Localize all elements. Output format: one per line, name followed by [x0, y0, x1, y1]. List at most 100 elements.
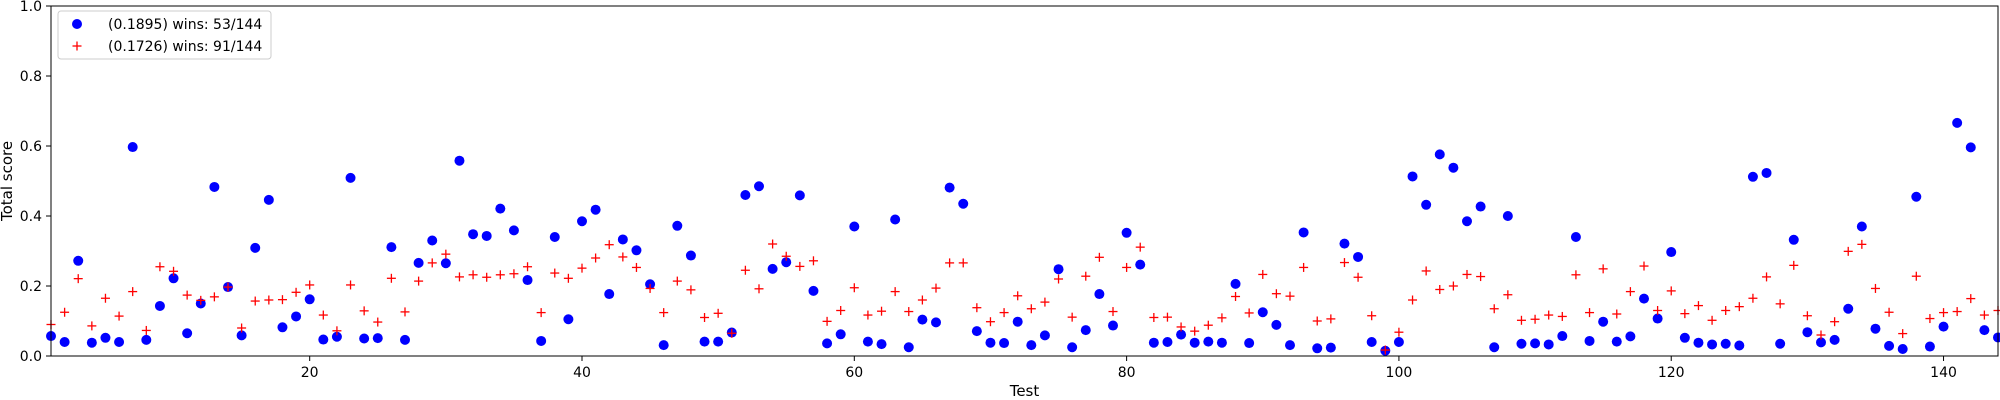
data-point-series-2 [291, 287, 301, 297]
data-point-series-1 [1530, 338, 1541, 349]
data-point-series-1 [536, 335, 547, 346]
x-tick-label: 100 [1386, 365, 1413, 381]
data-point-series-2 [672, 276, 682, 286]
data-point-series-2 [1408, 295, 1418, 305]
data-point-series-1 [944, 182, 955, 193]
data-point-series-1 [1639, 293, 1649, 304]
data-point-series-1 [508, 225, 519, 236]
data-point-series-1 [1897, 344, 1908, 354]
data-point-series-2 [509, 269, 519, 279]
data-point-series-1 [182, 328, 193, 339]
data-point-series-2 [1516, 315, 1526, 325]
data-point-series-2 [1435, 285, 1445, 294]
data-point-series-2 [1503, 290, 1513, 300]
data-point-series-2 [713, 308, 723, 318]
data-point-series-1 [413, 257, 424, 268]
data-point-series-2 [1108, 307, 1118, 317]
data-point-series-2 [1271, 289, 1281, 299]
data-point-series-1 [1924, 341, 1935, 352]
data-point-series-1 [1870, 323, 1881, 334]
data-point-series-2 [1925, 314, 1935, 324]
data-point-series-2 [209, 292, 219, 302]
data-point-series-2 [1258, 269, 1268, 279]
data-point-series-1 [1475, 201, 1486, 212]
data-point-series-2 [972, 303, 982, 313]
data-point-series-2 [659, 308, 669, 318]
data-point-series-1 [522, 275, 533, 286]
data-point-series-1 [1679, 332, 1690, 343]
series-1-markers [46, 117, 2000, 356]
data-point-series-1 [1747, 171, 1758, 182]
data-point-series-2 [114, 311, 124, 321]
data-point-series-2 [1448, 281, 1458, 291]
data-point-series-2 [808, 256, 818, 266]
data-point-series-1 [903, 342, 914, 353]
data-point-series-2 [1462, 269, 1472, 279]
data-point-series-2 [686, 285, 696, 295]
data-point-series-2 [985, 317, 995, 327]
data-point-series-1 [1570, 232, 1581, 242]
data-point-series-1 [1775, 338, 1786, 349]
y-tick-label: 0.8 [20, 69, 42, 85]
data-point-series-1 [1257, 307, 1268, 318]
data-point-series-1 [250, 242, 261, 253]
y-tick-label: 0.2 [20, 279, 42, 295]
plot-frame [50, 5, 1999, 357]
data-point-series-1 [890, 214, 901, 225]
data-point-series-2 [1898, 329, 1908, 339]
data-point-series-1 [781, 257, 792, 268]
data-point-series-1 [73, 255, 84, 266]
x-tick-label: 60 [845, 365, 863, 381]
data-point-series-1 [1720, 338, 1731, 349]
data-point-series-2 [1122, 262, 1132, 272]
data-point-series-1 [1080, 325, 1091, 336]
data-point-series-1 [849, 221, 860, 232]
data-point-series-2 [346, 280, 356, 290]
data-point-series-2 [196, 295, 206, 305]
data-point-series-1 [563, 314, 574, 325]
data-point-series-1 [400, 334, 410, 345]
data-point-series-1 [1094, 289, 1105, 300]
series-2-markers [46, 239, 2000, 355]
data-point-series-1 [835, 329, 846, 340]
data-point-series-2 [1653, 306, 1663, 315]
data-point-series-1 [1285, 340, 1295, 351]
data-point-series-1 [631, 245, 642, 256]
data-point-series-2 [1489, 304, 1499, 314]
data-point-series-2 [822, 316, 832, 326]
data-point-series-2 [73, 274, 83, 284]
data-point-series-2 [1217, 313, 1227, 323]
data-point-series-1 [971, 326, 982, 337]
x-tick-label: 40 [573, 365, 591, 381]
data-point-series-1 [1012, 316, 1023, 327]
data-point-series-2 [1680, 309, 1690, 319]
data-point-series-2 [1775, 299, 1785, 309]
data-point-series-1 [1598, 316, 1609, 327]
data-point-series-2 [1339, 258, 1349, 268]
data-point-series-1 [1965, 142, 1976, 153]
data-point-series-1 [713, 336, 724, 347]
data-point-series-2 [1067, 312, 1077, 322]
data-point-series-1 [141, 334, 152, 345]
data-point-series-2 [155, 262, 165, 272]
data-point-series-1 [931, 317, 941, 328]
legend-marker-plus [72, 41, 82, 51]
data-point-series-2 [373, 317, 383, 327]
y-tick-label: 0.6 [20, 139, 42, 155]
data-point-series-2 [87, 321, 97, 331]
data-point-series-1 [1067, 342, 1078, 353]
data-point-series-2 [100, 293, 110, 303]
data-point-series-1 [1652, 313, 1663, 324]
data-point-series-1 [1707, 339, 1718, 350]
data-point-series-1 [127, 142, 138, 153]
data-point-series-2 [1135, 242, 1145, 252]
legend-label-series-2: (0.1726) wins: 91/144 [108, 39, 262, 55]
data-point-series-1 [876, 339, 887, 350]
data-point-series-2 [1326, 314, 1336, 324]
data-point-series-1 [1244, 338, 1255, 349]
data-point-series-1 [1938, 321, 1949, 332]
data-point-series-1 [549, 232, 560, 242]
data-point-series-2 [727, 328, 737, 338]
data-point-series-2 [1693, 301, 1703, 311]
data-point-series-2 [863, 310, 873, 320]
